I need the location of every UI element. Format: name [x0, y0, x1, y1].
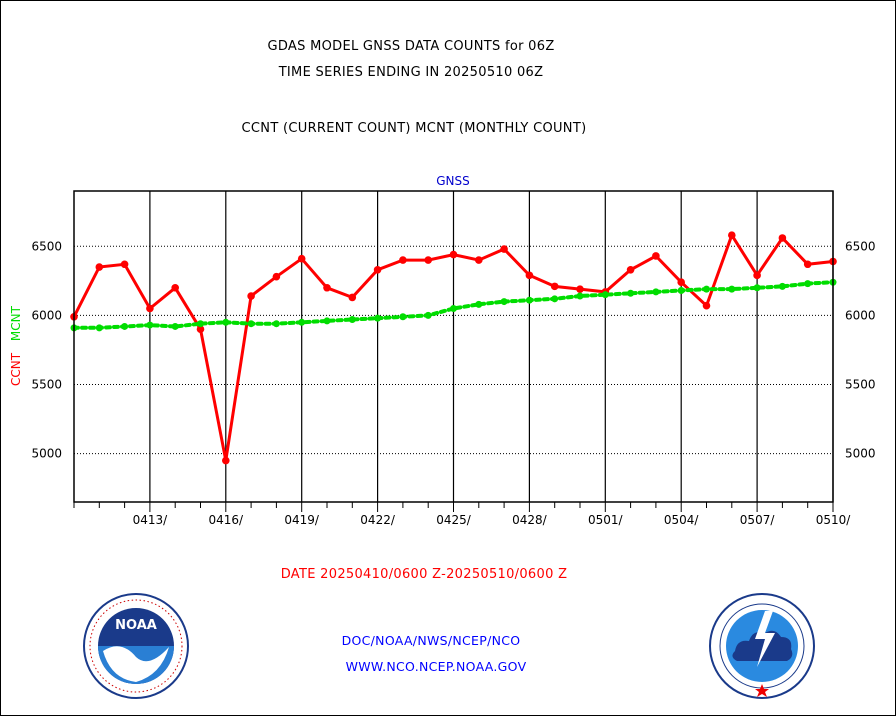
data-point-ccnt [272, 272, 281, 281]
data-point-ccnt [196, 325, 205, 334]
data-point-mcnt [753, 284, 761, 292]
data-point-mcnt [247, 320, 255, 328]
data-point-mcnt [576, 292, 584, 300]
y-tick-label-left: 6000 [31, 308, 62, 322]
x-tick-label: 0507/ [740, 513, 776, 527]
x-tick-label: 0501/ [588, 513, 624, 527]
data-point-mcnt [95, 324, 103, 332]
date-range-label: DATE 20250410/0600 Z-20250510/0600 Z [280, 567, 568, 582]
data-point-ccnt [120, 260, 129, 269]
data-point-ccnt [702, 301, 711, 310]
data-point-mcnt [222, 318, 230, 326]
x-tick-label: 0422/ [360, 513, 396, 527]
noaa-logo-icon: NOAA [83, 593, 189, 699]
nws-logo-icon [709, 593, 815, 699]
x-tick-label: 0510/ [816, 513, 852, 527]
data-point-mcnt [450, 304, 457, 312]
y-axis-label-ccnt: CCNT [9, 352, 23, 386]
data-point-ccnt [803, 260, 812, 269]
data-point-mcnt [272, 320, 280, 328]
data-point-ccnt [475, 256, 483, 264]
data-point-mcnt [146, 321, 154, 329]
data-point-ccnt [171, 283, 179, 292]
x-tick-label: 0413/ [133, 513, 169, 527]
x-tick-label: 0416/ [209, 513, 245, 527]
data-point-ccnt [399, 256, 407, 264]
y-tick-label-right: 5500 [845, 378, 876, 392]
y-axis-label-mcnt: MCNT [9, 305, 23, 341]
data-point-ccnt [146, 304, 154, 313]
credit-line-2: WWW.NCO.NCEP.NOAA.GOV [345, 659, 527, 674]
data-point-ccnt [449, 250, 458, 259]
data-point-ccnt [222, 456, 230, 465]
data-point-mcnt [778, 282, 786, 290]
data-point-mcnt [171, 322, 179, 330]
y-tick-label-right: 5000 [845, 447, 876, 461]
data-point-ccnt [626, 265, 635, 274]
data-point-mcnt [298, 318, 306, 326]
chart-title-line2: TIME SERIES ENDING IN 20250510 06Z [278, 65, 544, 80]
data-point-mcnt [197, 320, 204, 328]
data-point-mcnt [348, 316, 356, 324]
data-point-ccnt [247, 292, 255, 300]
data-point-ccnt [728, 231, 736, 240]
data-point-ccnt [525, 271, 534, 280]
data-point-ccnt [550, 282, 559, 291]
data-point-ccnt [348, 293, 357, 302]
data-point-mcnt [475, 300, 483, 308]
data-point-mcnt [551, 295, 559, 303]
plot-title: GNSS [436, 174, 470, 188]
data-point-mcnt [627, 289, 635, 297]
data-point-ccnt [297, 254, 306, 263]
noaa-logo-text: NOAA [115, 618, 157, 633]
y-tick-label-right: 6000 [845, 308, 876, 322]
data-point-mcnt [804, 280, 812, 288]
y-axis-label: CCNT MCNT [9, 305, 23, 386]
data-point-mcnt [703, 285, 710, 293]
y-tick-label-left: 5000 [31, 447, 62, 461]
data-point-ccnt [753, 271, 761, 280]
x-tick-label: 0425/ [436, 513, 472, 527]
data-point-mcnt [374, 314, 382, 322]
data-point-mcnt [399, 313, 407, 321]
chart-title-line3: CCNT (CURRENT COUNT) MCNT (MONTHLY COUNT… [241, 121, 587, 136]
data-point-mcnt [424, 311, 432, 319]
chart-title-line1: GDAS MODEL GNSS DATA COUNTS for 06Z [267, 39, 555, 54]
data-point-ccnt [424, 256, 433, 264]
data-point-mcnt [677, 287, 685, 295]
x-tick-label: 0428/ [512, 513, 548, 527]
data-point-ccnt [323, 283, 331, 292]
data-point-ccnt [677, 278, 685, 287]
data-point-mcnt [525, 296, 533, 304]
data-point-mcnt [652, 288, 660, 296]
data-point-ccnt [652, 252, 660, 260]
y-tick-label-left: 6500 [31, 239, 62, 253]
y-tick-label-left: 5500 [31, 378, 62, 392]
data-point-ccnt [500, 245, 508, 253]
x-tick-label: 0504/ [664, 513, 700, 527]
data-point-ccnt [373, 265, 382, 274]
plot-frame [73, 190, 834, 503]
data-point-ccnt [576, 285, 584, 293]
data-point-ccnt [95, 263, 104, 271]
data-point-mcnt [601, 291, 609, 299]
x-tick-label: 0419/ [284, 513, 320, 527]
data-point-mcnt [121, 322, 129, 330]
data-point-mcnt [500, 298, 508, 306]
data-point-mcnt [323, 317, 331, 325]
credit-line-1: DOC/NOAA/NWS/NCEP/NCO [341, 633, 521, 648]
y-tick-label-right: 6500 [845, 239, 876, 253]
data-point-mcnt [728, 285, 736, 293]
data-point-ccnt [778, 234, 787, 242]
